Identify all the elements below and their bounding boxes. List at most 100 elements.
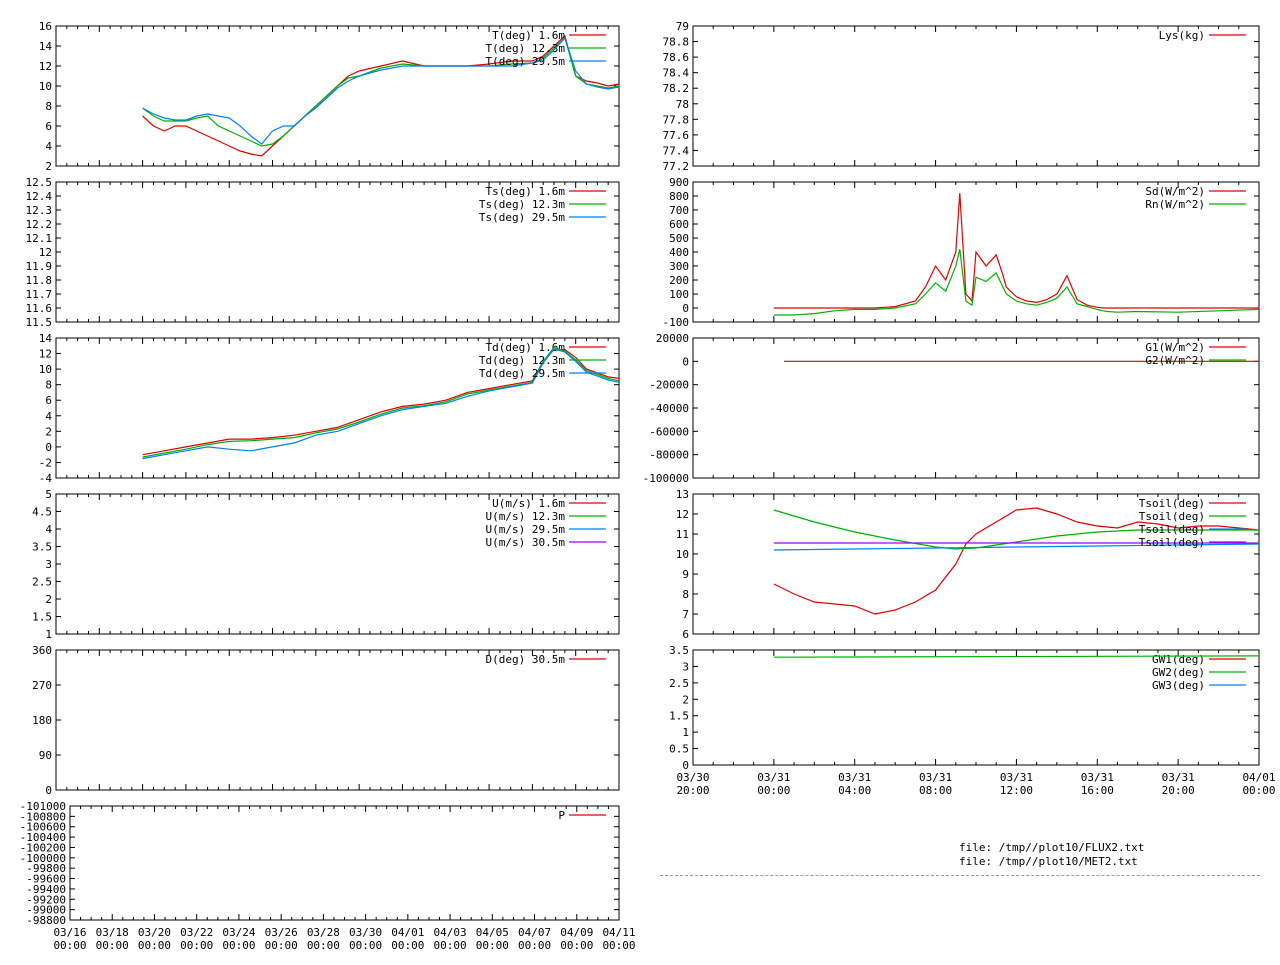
panel-11-ytick-label: 1.5 (669, 710, 689, 723)
panel-6-xtick-label-date: 03/20 (138, 926, 171, 939)
panel-11-xtick-label-date: 03/31 (838, 771, 871, 784)
panel-7-ytick-label: 77.4 (663, 144, 690, 157)
panel-8-legend-label-2: Rn(W/m^2) (1145, 198, 1205, 211)
panel-2-ytick-label: 12.2 (26, 218, 53, 231)
panel-1-series-3-line (142, 36, 620, 145)
panel-6-xtick-label-date: 04/09 (560, 926, 593, 939)
panel-6-ytick-label: -99400 (26, 883, 66, 896)
panel-5-ytick-label: 0 (45, 784, 52, 797)
panel-7-legend-label-1: Lys(kg) (1159, 29, 1205, 42)
panel-11-xtick-label-date: 04/01 (1242, 771, 1275, 784)
panel-6-xtick-label-time: 00:00 (180, 939, 213, 952)
panel-6-xtick-label-date: 03/22 (180, 926, 213, 939)
panel-10-series-2-line (773, 509, 1259, 550)
panel-6-xtick-label-time: 00:00 (434, 939, 467, 952)
panel-6-xtick-label-date: 04/05 (476, 926, 509, 939)
panel-10-ytick-label: 6 (682, 628, 689, 641)
panel-6-xtick-label-time: 00:00 (518, 939, 551, 952)
panel-3-legend-label-3: Td(deg) 29.5m (479, 367, 565, 380)
file-info: file: /tmp//plot10/FLUX2.txt file: /tmp/… (959, 841, 1144, 869)
panel-6-ytick-label: -100600 (20, 821, 66, 834)
panel-10-legend-label-4: Tsoil(deg) (1139, 536, 1205, 549)
panel-4-ytick-label: 3 (45, 558, 52, 571)
panel-3-ytick-label: 2 (45, 425, 52, 438)
panel-2-ytick-label: 11.8 (26, 274, 53, 287)
panel-11-ytick-label: 3 (682, 660, 689, 673)
panel-6-ytick-label: -101000 (20, 800, 66, 813)
panel-4-legend-label-2: U(m/s) 12.3m (486, 510, 566, 523)
panel-4-ytick-label: 3.5 (32, 541, 52, 554)
panel-4-legend-label-1: U(m/s) 1.6m (492, 497, 565, 510)
panel-6-ytick-label: -99000 (26, 904, 66, 917)
panel-8-ytick-label: 800 (669, 190, 689, 203)
panel-11-xtick-label-time: 08:00 (919, 784, 952, 797)
panel-7-ytick-label: 78 (676, 98, 689, 111)
panel-6-xtick-label-time: 00:00 (391, 939, 424, 952)
panel-2-legend-label-1: Ts(deg) 1.6m (486, 185, 566, 198)
panel-10-legend-label-1: Tsoil(deg) (1139, 497, 1205, 510)
panel-3-legend-label-2: Td(deg) 12.3m (479, 354, 565, 367)
file-label-met: file: /tmp//plot10/MET2.txt (959, 855, 1138, 868)
panel-11-ytick-label: 3.5 (669, 644, 689, 657)
panel-11-xtick-label-date: 03/31 (1162, 771, 1195, 784)
panel-9-ytick-label: -80000 (649, 449, 689, 462)
panel-10-legend-label-2: Tsoil(deg) (1139, 510, 1205, 523)
panel-1-ytick-label: 10 (39, 80, 52, 93)
panel-6-ytick-label: -100000 (20, 852, 66, 865)
panel-2-legend-label-3: Ts(deg) 29.5m (479, 211, 565, 224)
panel-7-ytick-label: 77.6 (663, 129, 690, 142)
panel-4-ytick-label: 1 (45, 628, 52, 641)
panel-11-xtick-label-time: 16:00 (1081, 784, 1114, 797)
panel-10-legend-label-3: Tsoil(deg) (1139, 523, 1205, 536)
panel-6-ytick-label: -98800 (26, 914, 66, 927)
panel-3-ytick-label: 4 (45, 410, 52, 423)
panel-8-ytick-label: 600 (669, 218, 689, 231)
panel-8-ytick-label: 900 (669, 176, 689, 189)
panel-4-legend-label-4: U(m/s) 30.5m (486, 536, 566, 549)
panel-3-series-3-line (142, 348, 620, 460)
panel-5-ytick-label: 90 (39, 749, 52, 762)
panel-8-series-2-line (773, 249, 1260, 316)
panel-3-series-2-line (142, 346, 620, 458)
panel-4-ytick-label: 1.5 (32, 611, 52, 624)
panel-8-ytick-label: 700 (669, 204, 689, 217)
panel-11-xtick-label-date: 03/31 (919, 771, 952, 784)
panel-6-xtick-label-date: 03/16 (53, 926, 86, 939)
panel-9-legend-label-1: G1(W/m^2) (1145, 341, 1205, 354)
panel-8-ytick-label: 400 (669, 246, 689, 259)
panel-6-xtick-label-date: 04/03 (434, 926, 467, 939)
panel-11-legend-label-1: GW1(deg) (1152, 653, 1205, 666)
panel-5-legend-label-1: D(deg) 30.5m (486, 653, 566, 666)
panel-8-ytick-label: 0 (682, 302, 689, 315)
panel-6-xtick-label-time: 00:00 (349, 939, 382, 952)
panel-4-ytick-label: 5 (45, 488, 52, 501)
panel-1-ytick-label: 8 (45, 100, 52, 113)
panel-3-ytick-label: 0 (45, 441, 52, 454)
panel-1-series-2-line (142, 36, 620, 147)
panel-4-legend-label-3: U(m/s) 29.5m (486, 523, 566, 536)
panel-2-ytick-label: 11.9 (26, 260, 53, 273)
panel-6-xtick-label-time: 00:00 (560, 939, 593, 952)
panel-6-xtick-label-date: 03/26 (265, 926, 298, 939)
panel-8-ytick-label: 200 (669, 274, 689, 287)
panel-1-ytick-label: 6 (45, 120, 52, 133)
panel-11-xtick-label-time: 20:00 (1162, 784, 1195, 797)
panel-9-legend-label-2: G2(W/m^2) (1145, 354, 1205, 367)
panel-3-ytick-label: 14 (39, 332, 53, 345)
panel-2-ytick-label: 11.7 (26, 288, 53, 301)
panel-6-xtick-label-time: 00:00 (307, 939, 340, 952)
panel-1-ytick-label: 16 (39, 20, 52, 33)
panel-8-ytick-label: -100 (663, 316, 690, 329)
panel-8-ytick-label: 100 (669, 288, 689, 301)
panel-3-series-1-line (142, 349, 620, 456)
panel-11-xtick-label-time: 00:00 (757, 784, 790, 797)
panel-7-ytick-label: 78.4 (663, 67, 690, 80)
panel-6-xtick-label-time: 00:00 (138, 939, 171, 952)
panel-9-ytick-label: -40000 (649, 402, 689, 415)
panel-6-xtick-label-time: 00:00 (53, 939, 86, 952)
panel-10-ytick-label: 11 (676, 528, 689, 541)
panel-6-frame (69, 805, 620, 921)
panel-11-ytick-label: 0 (682, 759, 689, 772)
